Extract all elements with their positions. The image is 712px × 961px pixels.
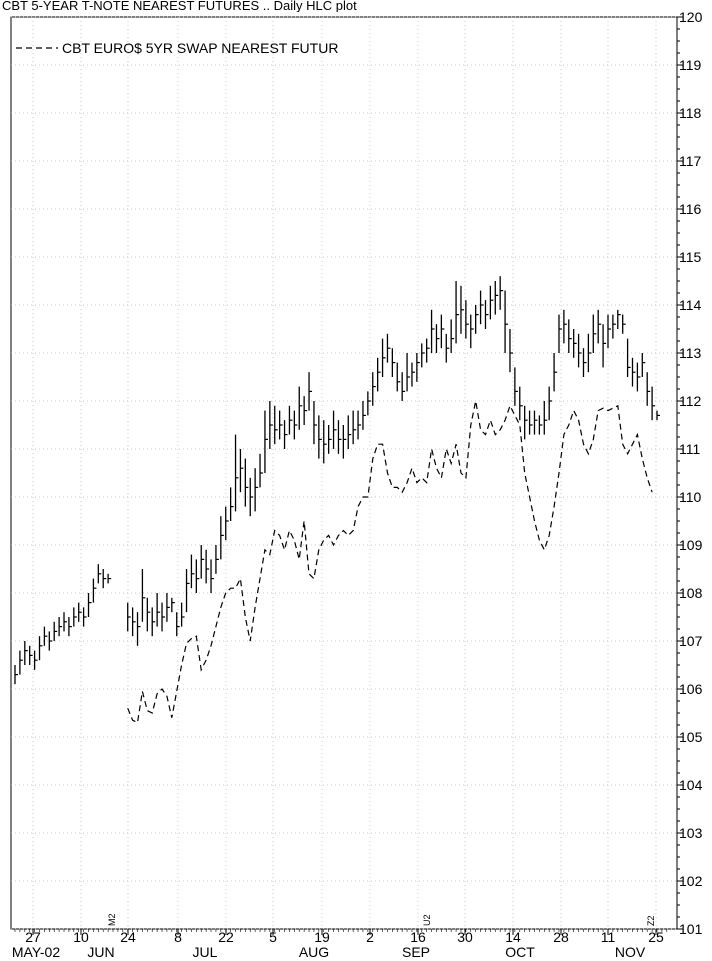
- y-tick-label: 107: [679, 633, 703, 649]
- x-day-label: 11: [601, 929, 616, 945]
- y-tick-label: 117: [679, 153, 702, 169]
- x-month-label: JUL: [193, 944, 218, 960]
- y-tick-label: 108: [679, 585, 703, 601]
- plot-area: [10, 16, 678, 930]
- x-month-label: MAY-02: [12, 944, 60, 960]
- x-month-label: NOV: [615, 944, 646, 960]
- x-day-label: 27: [25, 929, 41, 945]
- contract-mark: M2: [107, 913, 117, 926]
- chart-title: CBT 5-YEAR T-NOTE NEAREST FUTURES .. Dai…: [2, 0, 357, 12]
- legend-label: CBT EURO$ 5YR SWAP NEAREST FUTUR: [62, 40, 338, 56]
- y-tick-label: 115: [679, 249, 702, 265]
- y-tick-label: 109: [679, 537, 703, 553]
- x-day-label: 8: [174, 929, 182, 945]
- y-tick-label: 101: [679, 921, 703, 937]
- y-tick-label: 113: [679, 345, 702, 361]
- y-tick-label: 103: [679, 825, 703, 841]
- y-tick-label: 102: [679, 873, 703, 889]
- x-day-label: 14: [505, 929, 521, 945]
- y-tick-label: 111: [679, 441, 700, 457]
- y-tick-label: 104: [679, 777, 703, 793]
- x-month-label: AUG: [299, 944, 329, 960]
- y-tick-label: 114: [679, 297, 702, 313]
- x-day-label: 5: [269, 929, 277, 945]
- x-day-label: 16: [410, 929, 426, 945]
- y-axis: 101 102 103 104 105 106 107 108 109 110 111 112 113 1…: [677, 9, 703, 937]
- contract-mark: U2: [422, 914, 432, 926]
- x-day-label: 10: [73, 929, 89, 945]
- contract-mark: Z2: [646, 915, 656, 926]
- y-tick-label: 105: [679, 729, 703, 745]
- y-tick-label: 116: [679, 201, 702, 217]
- x-month-label: JUN: [87, 944, 114, 960]
- x-day-label: 28: [553, 929, 569, 945]
- swap-line: [127, 400, 653, 724]
- legend: CBT EURO$ 5YR SWAP NEAREST FUTUR: [16, 40, 338, 56]
- x-day-label: 19: [314, 929, 330, 945]
- x-axis: 27 10 24 8 22 5 19 2 16 30 14 28 11 25 MAY-02 JUN JUL AUG…: [12, 913, 668, 960]
- y-tick-label: 106: [679, 681, 703, 697]
- hlc-bars: [14, 276, 660, 685]
- y-tick-label: 120: [679, 9, 703, 25]
- y-tick-label: 118: [679, 105, 702, 121]
- x-month-label: SEP: [402, 944, 430, 960]
- x-day-label: 24: [120, 929, 136, 945]
- y-tick-label: 110: [679, 489, 702, 505]
- x-day-label: 22: [218, 929, 234, 945]
- y-tick-label: 112: [679, 393, 702, 409]
- y-tick-label: 119: [679, 57, 702, 73]
- x-month-label: OCT: [505, 944, 535, 960]
- x-day-label: 30: [457, 929, 473, 945]
- x-day-label: 25: [648, 929, 664, 945]
- x-day-label: 2: [366, 929, 374, 945]
- swap-series: [127, 400, 653, 724]
